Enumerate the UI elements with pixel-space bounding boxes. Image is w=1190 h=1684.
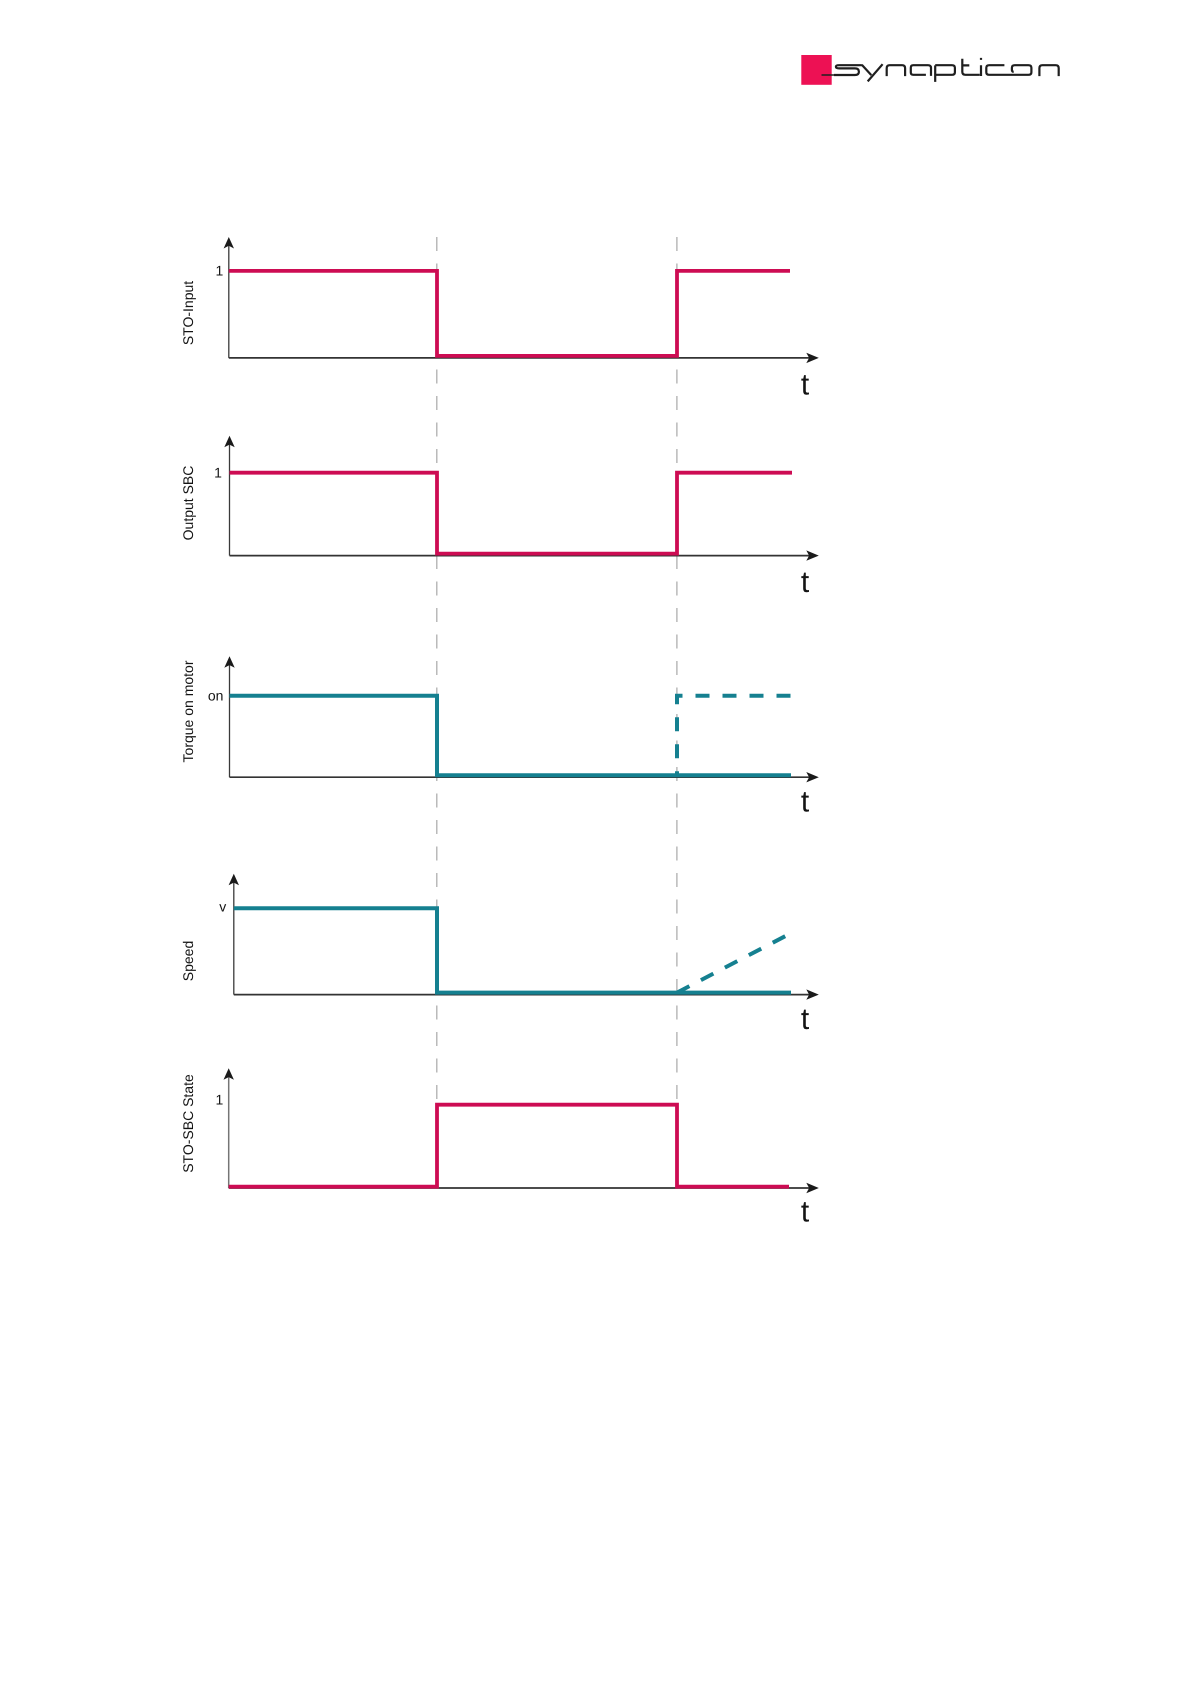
svg-text:t: t xyxy=(801,1196,810,1229)
svg-text:STO-Input: STO-Input xyxy=(180,281,196,345)
svg-text:on: on xyxy=(208,688,224,704)
svg-text:t: t xyxy=(801,786,810,819)
svg-text:Output SBC: Output SBC xyxy=(180,466,196,541)
svg-text:STO-SBC State: STO-SBC State xyxy=(180,1074,196,1173)
svg-text:Torque on motor: Torque on motor xyxy=(180,660,196,762)
svg-text:1: 1 xyxy=(216,263,224,279)
svg-text:t: t xyxy=(801,1003,810,1036)
svg-text:t: t xyxy=(801,566,810,599)
svg-text:1: 1 xyxy=(216,1092,224,1108)
svg-text:Speed: Speed xyxy=(180,941,196,981)
svg-text:1: 1 xyxy=(214,464,222,480)
svg-text:t: t xyxy=(801,368,810,401)
svg-text:v: v xyxy=(219,898,226,914)
